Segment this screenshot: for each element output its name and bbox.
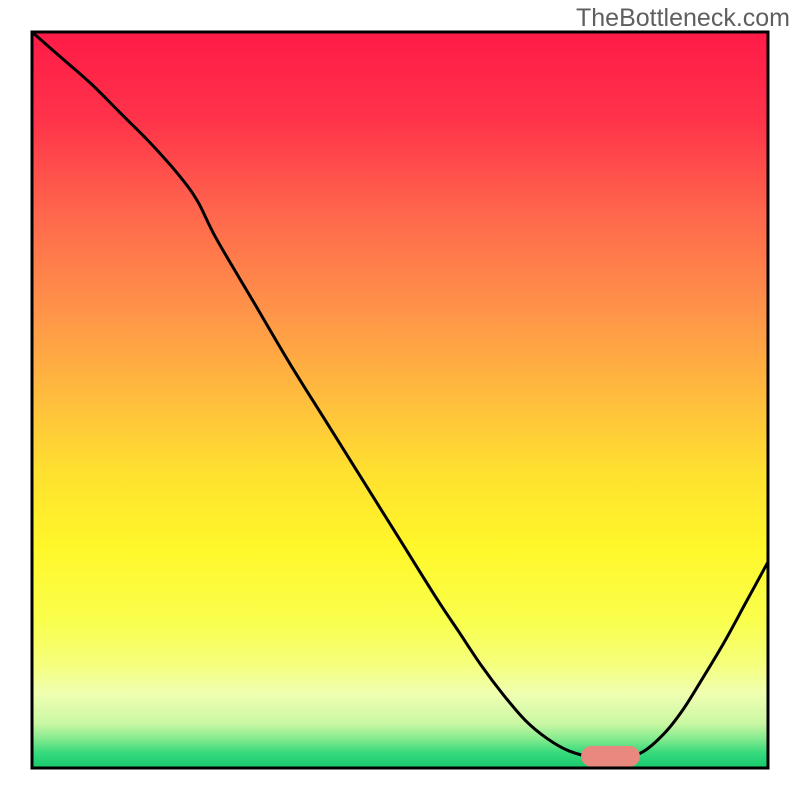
gradient-curve-chart (0, 0, 800, 800)
sweet-spot-marker (581, 746, 640, 767)
watermark-label: TheBottleneck.com (576, 4, 790, 33)
chart-container: TheBottleneck.com (0, 0, 800, 800)
plot-background (32, 32, 768, 768)
